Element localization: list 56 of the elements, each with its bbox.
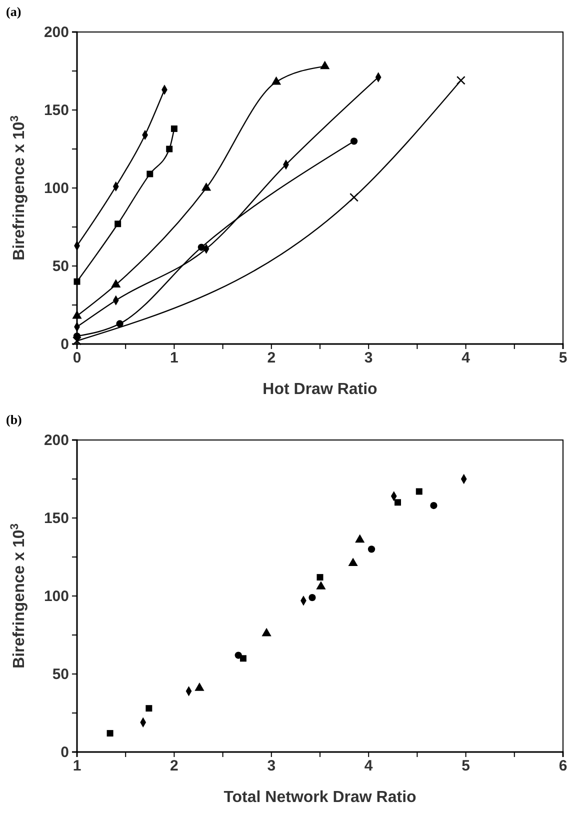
y-tick-label: 100 <box>44 180 69 197</box>
x-axis-title: Hot Draw Ratio <box>262 381 378 398</box>
x-tick-label: 1 <box>72 758 82 775</box>
y-tick-label: 50 <box>52 666 69 683</box>
y-tick-label: 100 <box>44 588 69 605</box>
x-tick-label: 1 <box>170 350 178 367</box>
chart-title: (b) <box>6 412 22 427</box>
point <box>416 488 422 495</box>
x-tick-label: 3 <box>267 758 276 775</box>
x-tick-label: 2 <box>170 758 178 775</box>
y-tick-label: 50 <box>52 258 69 275</box>
point <box>106 730 114 737</box>
point <box>348 558 358 566</box>
y-tick-label: 200 <box>44 432 69 449</box>
point <box>198 244 205 251</box>
point <box>72 336 82 346</box>
point <box>74 278 80 285</box>
y-tick-label: 150 <box>44 102 69 119</box>
point <box>194 682 204 691</box>
x-tick-label: 6 <box>558 758 568 775</box>
x-tick-label: 5 <box>462 758 470 775</box>
x-axis-title: Total Network Draw Ratio <box>224 789 417 806</box>
y-tick-label: 200 <box>44 24 69 41</box>
point <box>308 594 316 602</box>
point <box>170 125 178 132</box>
point <box>271 76 282 85</box>
chart-title: (a) <box>6 4 22 19</box>
point <box>114 220 122 228</box>
x-tick-label: 5 <box>558 350 568 367</box>
point <box>111 279 121 288</box>
point <box>262 628 272 636</box>
point <box>350 138 358 145</box>
y-tick-label: 0 <box>60 744 69 761</box>
point <box>201 182 212 191</box>
point <box>368 546 376 553</box>
point <box>316 574 324 581</box>
y-tick-label: 150 <box>44 510 69 527</box>
point <box>72 310 82 319</box>
x-tick-label: 2 <box>267 350 276 367</box>
point <box>456 76 466 85</box>
y-tick-label: 0 <box>60 336 69 353</box>
point <box>166 146 173 152</box>
point <box>116 320 124 328</box>
x-tick-label: 4 <box>364 758 374 775</box>
point <box>320 60 330 70</box>
point <box>394 499 401 506</box>
point <box>316 581 326 590</box>
point <box>350 192 358 202</box>
point <box>430 502 438 510</box>
point <box>146 170 154 178</box>
point <box>234 652 242 659</box>
x-tick-label: 0 <box>72 350 82 367</box>
x-tick-label: 4 <box>462 350 471 367</box>
point <box>355 534 365 543</box>
x-tick-label: 3 <box>364 350 373 367</box>
point <box>146 705 152 712</box>
